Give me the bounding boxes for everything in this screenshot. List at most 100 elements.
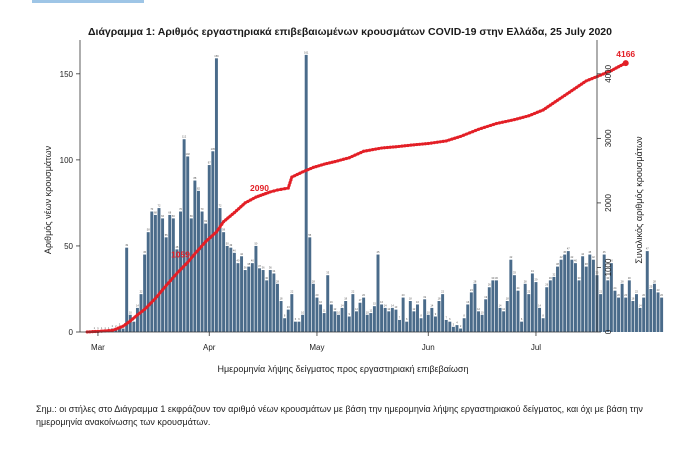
y-left-tick-label: 150 (60, 70, 74, 79)
bar (423, 299, 427, 332)
cumulative-point (306, 168, 310, 172)
bar-value-label: 18 (506, 297, 509, 301)
cumulative-point (415, 142, 419, 147)
bar (505, 301, 509, 332)
bar (491, 280, 495, 332)
bar-value-label: 18 (344, 297, 347, 301)
bar (642, 297, 646, 332)
cumulative-point (409, 143, 413, 147)
bar (157, 208, 161, 332)
bar-value-label: 19 (484, 295, 487, 299)
bar-value-label: 14 (538, 303, 541, 307)
cumulative-point (292, 174, 297, 178)
bar (649, 288, 653, 332)
bar (319, 304, 323, 332)
bar-value-label: 13 (287, 305, 290, 309)
bar (347, 316, 351, 332)
bar-value-label: 20 (362, 293, 365, 297)
bar-value-label: 32 (552, 272, 555, 276)
header-color-stub (32, 0, 144, 3)
cumulative-point (224, 218, 228, 222)
bar (222, 232, 226, 332)
bar-value-label: 1 (101, 326, 103, 330)
bar-value-label: 40 (251, 259, 254, 263)
bar (286, 309, 290, 332)
cumulative-point (572, 87, 576, 91)
bar-value-label: 112 (182, 135, 187, 139)
cumulative-point (147, 303, 151, 307)
bar (369, 313, 373, 332)
cumulative-point (619, 63, 623, 68)
cumulative-point (288, 180, 292, 185)
cumulative-point (551, 101, 555, 106)
bar (322, 313, 326, 332)
bar (466, 304, 470, 332)
bar (606, 280, 610, 332)
bar-value-label: 1 (108, 326, 110, 330)
bar (609, 263, 613, 332)
bar (125, 247, 129, 332)
bar (297, 321, 301, 332)
bar (563, 254, 567, 332)
cumulative-point (532, 111, 537, 116)
bar-value-label: 7 (399, 315, 401, 319)
bar-value-label: 37 (258, 264, 261, 268)
bar (599, 294, 603, 332)
bar (265, 280, 269, 332)
bar-value-label: 6 (406, 317, 408, 321)
bar (401, 297, 405, 332)
bar-value-label: 14 (639, 303, 642, 307)
bar (581, 256, 585, 332)
bar (645, 251, 649, 332)
y-right-tick-label: 3000 (604, 129, 613, 147)
cumulative-point (131, 317, 135, 321)
bar (293, 321, 297, 332)
cumulative-annotation: 1059 (171, 250, 190, 260)
x-tick-label: May (309, 343, 324, 352)
cumulative-point (467, 131, 472, 135)
bar-value-label: 55 (165, 233, 168, 237)
bar (132, 321, 136, 332)
bar-value-label: 20 (316, 293, 319, 297)
cumulative-point (394, 145, 398, 149)
bar (204, 223, 208, 332)
cumulative-point (485, 124, 490, 129)
bar (279, 301, 283, 332)
cumulative-point (512, 118, 517, 122)
cumulative-point (479, 126, 484, 130)
cumulative-point (193, 252, 197, 256)
bar (624, 297, 628, 332)
bar (559, 259, 563, 332)
cumulative-point (226, 216, 230, 220)
bar-value-label: 36 (262, 266, 265, 270)
bar-value-label: 3 (119, 322, 121, 326)
bar (308, 237, 312, 332)
cumulative-end-point (622, 60, 629, 67)
bar-value-label: 38 (556, 262, 559, 266)
cumulative-point (151, 299, 155, 303)
bar-value-label: 24 (614, 286, 617, 290)
bar (146, 232, 150, 332)
cumulative-point (197, 247, 201, 251)
cumulative-point (214, 230, 219, 234)
cumulative-point (518, 116, 522, 120)
bar-value-label: 22 (599, 290, 602, 294)
cumulative-point (553, 100, 557, 104)
bar (498, 307, 502, 332)
cumulative-point (287, 183, 291, 187)
bar (168, 214, 172, 332)
cumulative-point (612, 67, 616, 71)
cumulative-point (208, 236, 212, 240)
cumulative-point (239, 205, 243, 209)
cumulative-point (275, 188, 280, 192)
bar (283, 318, 287, 332)
bar (419, 318, 423, 332)
bar (495, 280, 498, 332)
cumulative-point (164, 283, 168, 288)
bar (462, 318, 466, 332)
cumulative-point (199, 244, 203, 249)
cumulative-line (85, 61, 627, 334)
bar-value-label: 15 (373, 302, 376, 306)
bar-value-label: 45 (143, 250, 146, 254)
bar (617, 297, 621, 332)
